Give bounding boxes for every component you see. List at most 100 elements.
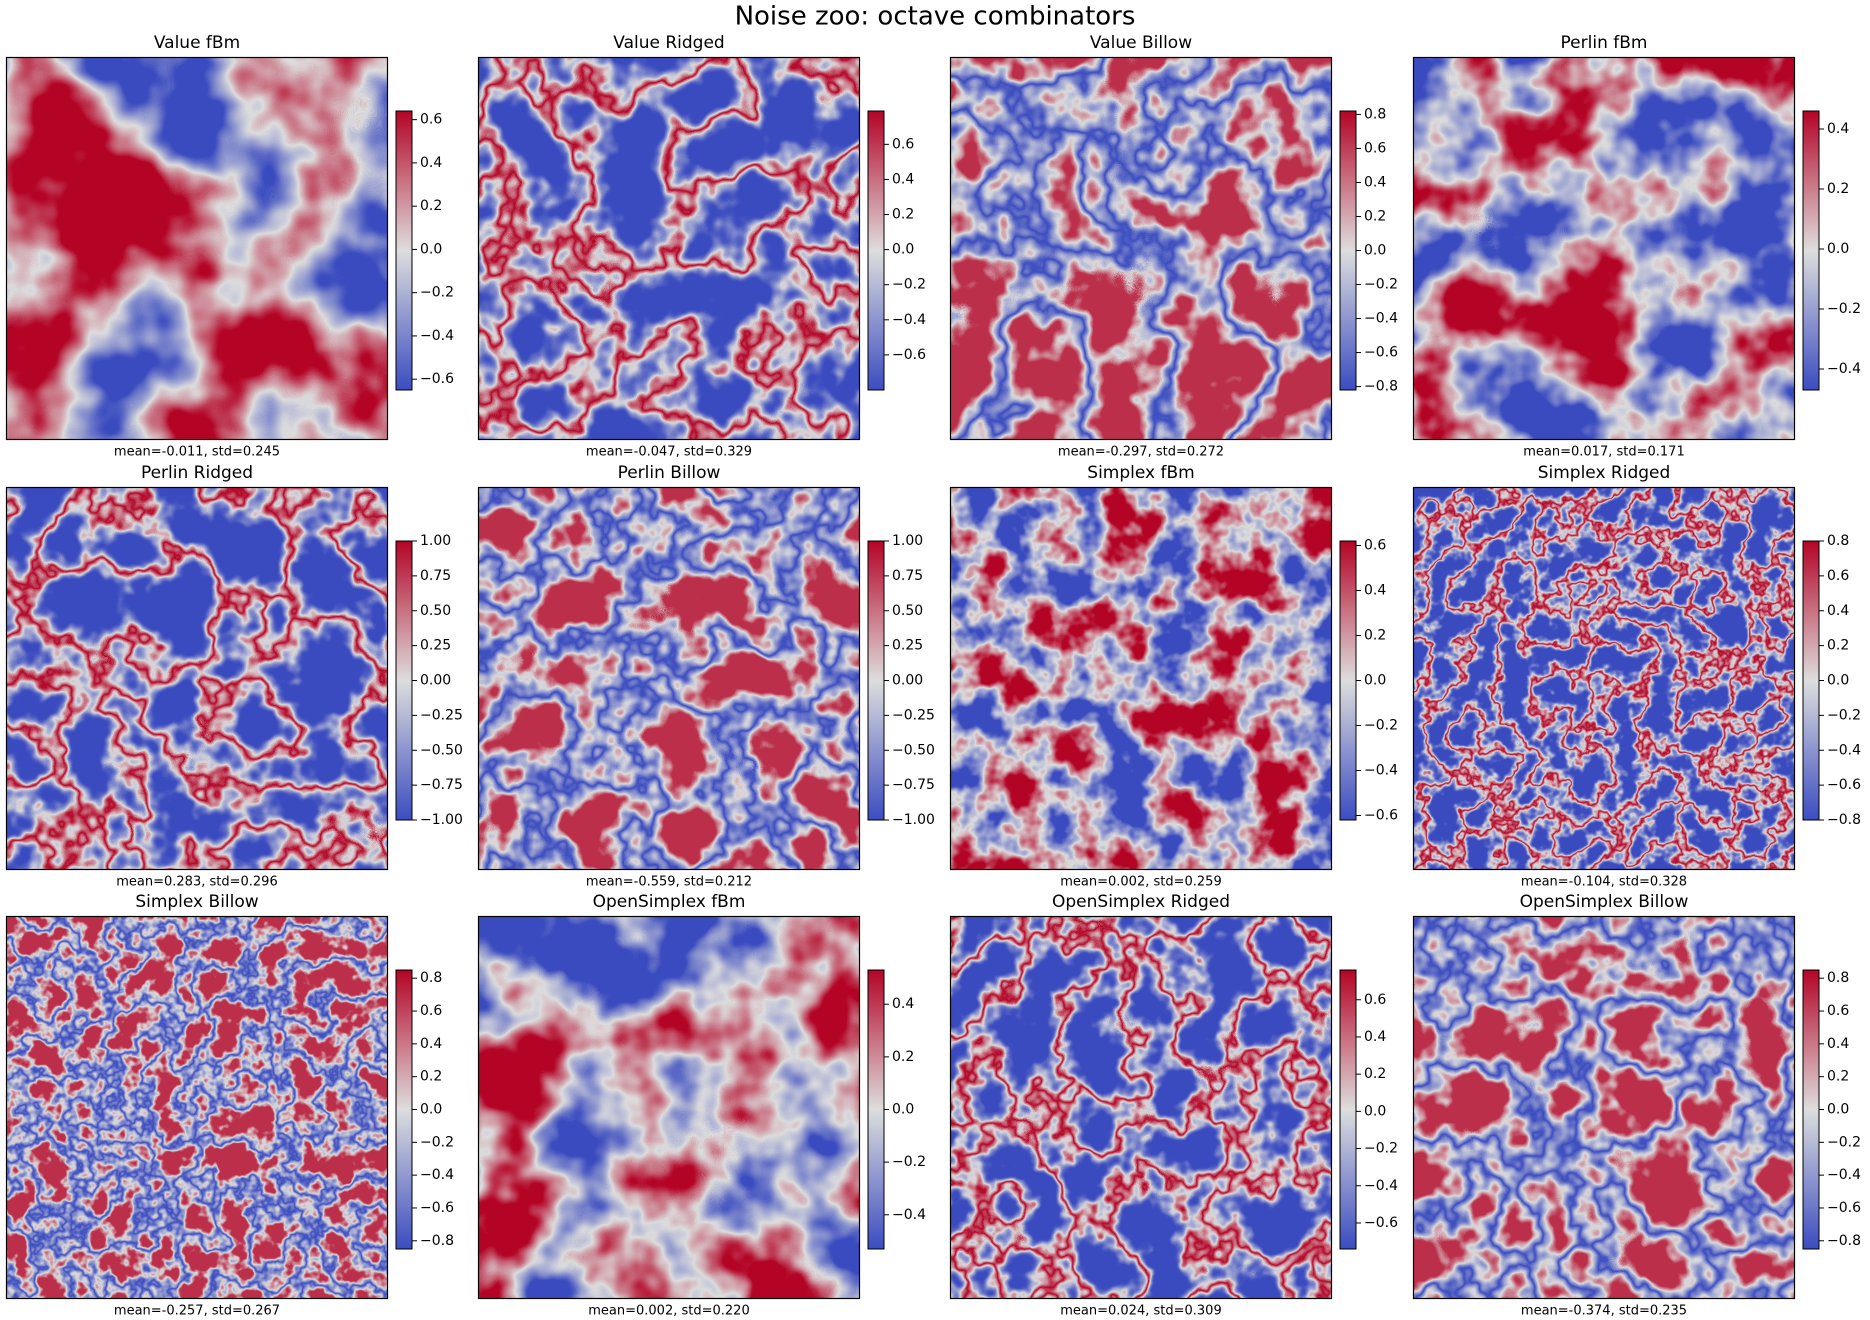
colorbar-tick-label: −0.50 (420, 742, 463, 758)
image-frame (5, 486, 389, 871)
colorbar (867, 540, 885, 821)
colorbar-tick-label: 0.8 (1364, 106, 1386, 122)
colorbar-tick-label: 0.8 (1827, 533, 1849, 549)
caption: mean=-0.559, std=0.212 (586, 875, 752, 890)
panel-title: OpenSimplex Ridged (1052, 892, 1230, 912)
image-frame (1412, 56, 1796, 441)
colorbar-tick-label: 0.4 (1827, 603, 1849, 619)
colorbar-tick-label: −0.4 (1364, 763, 1398, 779)
panel-title: Value Ridged (613, 33, 724, 53)
colorbar-tick-label: 0.6 (1827, 568, 1849, 584)
colorbar-tick-label: −0.2 (1364, 277, 1398, 293)
colorbar-tick-label: 0.2 (420, 198, 442, 214)
panel-title: Simplex fBm (1087, 463, 1194, 483)
colorbar-tick-label: 0.2 (1364, 208, 1386, 224)
colorbar-tick-label: 0.4 (1364, 1029, 1386, 1045)
colorbar-tick-label: 0.6 (892, 136, 914, 152)
colorbar-tick-label: 0.0 (1364, 243, 1386, 259)
caption: mean=-0.104, std=0.328 (1521, 875, 1687, 890)
colorbar (867, 969, 885, 1250)
colorbar (395, 110, 413, 391)
panel: Value Ridged mean=-0.047, std=0.329 −0.6 −0… (477, 33, 926, 460)
colorbar-tick-label: −0.2 (420, 285, 454, 301)
colorbar-tick-label: −0.6 (420, 371, 454, 387)
colorbar-tick-label: 0.00 (420, 673, 451, 689)
colorbar-tick-label: −0.8 (1364, 379, 1398, 395)
colorbar-tick-label: 0.4 (892, 171, 914, 187)
colorbar-tick-label: 0.4 (892, 996, 914, 1012)
panel: OpenSimplex fBm mean=0.002, std=0.220 −0.4… (477, 892, 926, 1319)
panel-title: Value Billow (1090, 33, 1192, 53)
noise-image (6, 916, 388, 1299)
colorbar-tick-label: 0.4 (1827, 121, 1849, 137)
panel-title: Simplex Billow (135, 892, 258, 912)
panel: OpenSimplex Billow mean=-0.374, std=0.235… (1412, 892, 1861, 1319)
panel: Perlin Ridged mean=0.283, std=0.296 −1.00 −… (5, 463, 463, 890)
colorbar-tick-label: 0.2 (1827, 638, 1849, 654)
panel: Simplex fBm mean=0.002, std=0.259 −0.6 −0.4… (949, 463, 1398, 890)
colorbar-tick-label: 0.6 (1364, 140, 1386, 156)
colorbar (1802, 110, 1820, 391)
colorbar-tick-label: 0.6 (1827, 1003, 1849, 1019)
colorbar-tick-label: 0.25 (892, 638, 923, 654)
colorbar-tick-label: 0.0 (1364, 1103, 1386, 1119)
colorbar-tick-label: −0.2 (892, 277, 926, 293)
colorbar-tick-label: 0.4 (1364, 583, 1386, 599)
noise-image (1413, 916, 1795, 1299)
colorbar-tick-label: −0.25 (892, 707, 935, 723)
colorbar-tick-label: −0.4 (1827, 361, 1861, 377)
colorbar-tick-label: −0.4 (892, 312, 926, 328)
panel: Simplex Billow mean=-0.257, std=0.267 −0.8… (5, 892, 454, 1319)
colorbar-tick-label: −0.2 (1827, 1134, 1861, 1150)
caption: mean=0.024, std=0.309 (1060, 1304, 1221, 1319)
colorbar-tick-label: 0.2 (420, 1069, 442, 1085)
panel-title: Perlin fBm (1561, 33, 1648, 53)
panel-title: OpenSimplex fBm (593, 892, 746, 912)
panel: Value fBm mean=-0.011, std=0.245 −0.6 −0.4 −… (5, 33, 454, 460)
colorbar-tick-label: 0.00 (892, 673, 923, 689)
colorbar-tick-label: 0.4 (1364, 174, 1386, 190)
caption: mean=0.017, std=0.171 (1523, 445, 1684, 460)
image-frame (5, 915, 389, 1300)
noise-image (1413, 487, 1795, 870)
caption: mean=-0.011, std=0.245 (114, 445, 280, 460)
colorbar (395, 969, 413, 1250)
colorbar-tick-label: 0.2 (1364, 1066, 1386, 1082)
noise-image (478, 916, 860, 1299)
colorbar-tick-label: −0.4 (1827, 742, 1861, 758)
panel-title: Perlin Billow (618, 463, 721, 483)
colorbar-tick-label: 0.4 (420, 155, 442, 171)
colorbar (1339, 110, 1357, 391)
image-frame (477, 915, 861, 1300)
colorbar-tick-label: 0.0 (1364, 673, 1386, 689)
colorbar-tick-label: 0.2 (892, 207, 914, 223)
image-frame (949, 56, 1333, 441)
colorbar-tick-label: 0.0 (1827, 673, 1849, 689)
colorbar-tick-label: 0.0 (420, 241, 442, 257)
panel: OpenSimplex Ridged mean=0.024, std=0.309 −… (949, 892, 1398, 1319)
colorbar-tick-label: −0.6 (892, 347, 926, 363)
colorbar-tick-label: −1.00 (892, 812, 935, 828)
colorbar-tick-label: 0.75 (420, 568, 451, 584)
colorbar (867, 110, 885, 391)
caption: mean=-0.374, std=0.235 (1521, 1304, 1687, 1319)
caption: mean=0.002, std=0.220 (588, 1304, 749, 1319)
panel-title: Simplex Ridged (1538, 463, 1671, 483)
colorbar (1802, 969, 1820, 1250)
colorbar-tick-label: −0.50 (892, 742, 935, 758)
caption: mean=-0.257, std=0.267 (114, 1304, 280, 1319)
colorbar-tick-label: 0.25 (420, 638, 451, 654)
colorbar-tick-label: 0.6 (420, 112, 442, 128)
image-frame (1412, 915, 1796, 1300)
colorbar-tick-label: −0.6 (420, 1200, 454, 1216)
panel: Value Billow mean=-0.297, std=0.272 −0.8 −0… (949, 33, 1398, 460)
colorbar-tick-label: −0.75 (420, 777, 463, 793)
noise-image (1413, 57, 1795, 440)
colorbar-tick-label: −0.4 (420, 328, 454, 344)
colorbar-tick-label: −0.2 (1364, 718, 1398, 734)
colorbar (1339, 969, 1357, 1250)
colorbar-tick-label: −0.25 (420, 707, 463, 723)
figure-title: Noise zoo: octave combinators (735, 2, 1136, 32)
colorbar (1339, 540, 1357, 821)
